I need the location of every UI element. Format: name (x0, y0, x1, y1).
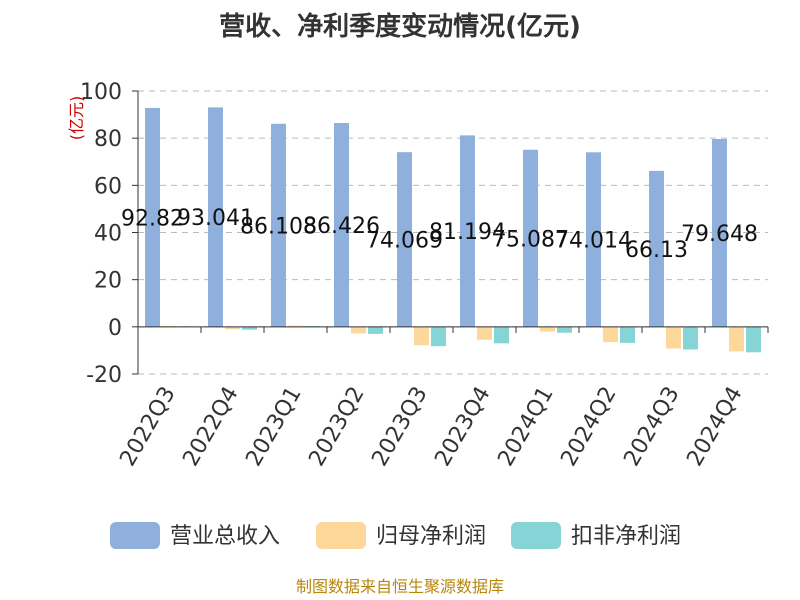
bar-3-2022Q4 (242, 326, 257, 330)
data-label: 93.041 (177, 206, 254, 231)
y-tick-label: 20 (94, 269, 122, 294)
y-tick-label: 40 (94, 222, 122, 247)
x-tick-label: 2023Q4 (430, 383, 495, 471)
data-label: 86.426 (303, 214, 380, 239)
bar-1-2023Q2 (334, 123, 349, 327)
legend-swatch (511, 522, 561, 549)
y-tick-label: 80 (94, 127, 122, 152)
y-tick-label: 100 (80, 80, 122, 105)
bar-1-2023Q3 (397, 152, 412, 327)
y-tick-label: 0 (108, 316, 122, 341)
data-label: 81.194 (429, 220, 506, 245)
bar-3-2024Q3 (683, 326, 698, 350)
bar-2-2023Q2 (351, 326, 366, 334)
legend: 营业总收入 归母净利润 扣非净利润 (110, 522, 681, 549)
bar-2-2023Q1 (288, 325, 303, 327)
legend-label: 扣非净利润 (571, 524, 681, 549)
bar-1-2024Q3 (649, 170, 664, 327)
bar-3-2023Q2 (368, 326, 383, 334)
legend-swatch (110, 522, 160, 549)
bar-1-2024Q1 (523, 149, 538, 327)
y-tick-label: -20 (86, 363, 122, 388)
bar-2-2024Q2 (603, 326, 618, 343)
bar-2-2023Q3 (414, 326, 429, 346)
legend-label: 归母净利润 (376, 524, 486, 549)
bar-3-2024Q4 (746, 326, 761, 353)
x-tick-label: 2024Q1 (493, 383, 558, 471)
bar-3-2023Q4 (494, 326, 509, 344)
y-axis-unit: (亿元) (67, 96, 86, 141)
bar-3-2023Q3 (431, 326, 446, 347)
bar-2-2023Q4 (477, 326, 492, 340)
bar-1-2022Q4 (208, 107, 223, 327)
data-label: 75.087 (492, 227, 569, 252)
bar-3-2024Q1 (557, 326, 572, 333)
bar-2-2022Q4 (225, 326, 240, 330)
chart-title: 营收、净利季度变动情况(亿元) (219, 11, 581, 42)
data-label: 86.108 (240, 214, 317, 239)
x-tick-label: 2024Q2 (556, 383, 621, 471)
bar-2-2024Q1 (540, 326, 555, 332)
x-tick-label: 2022Q3 (115, 383, 180, 471)
legend-swatch (316, 522, 366, 549)
y-tick-label: 60 (94, 174, 122, 199)
axes (132, 90, 769, 375)
data-label: 74.069 (366, 228, 443, 253)
y-axis-ticks: 100 80 60 40 20 0 -20 (80, 80, 122, 388)
bar-2-2024Q3 (666, 326, 681, 349)
bar-2-2024Q4 (729, 326, 744, 352)
bar-1-2022Q3 (145, 107, 160, 327)
bar-1-2024Q2 (586, 152, 601, 327)
bar-1-2023Q1 (271, 123, 286, 327)
bar-3-2024Q2 (620, 326, 635, 343)
x-tick-label: 2023Q1 (241, 383, 306, 471)
x-tick-label: 2023Q2 (304, 383, 369, 471)
data-label: 79.648 (681, 222, 758, 247)
x-tick-label: 2024Q4 (682, 383, 747, 471)
data-label: 92.82 (121, 206, 184, 231)
data-labels: 92.8293.04186.10886.42674.06981.19475.08… (121, 206, 758, 263)
x-tick-label: 2024Q3 (619, 383, 684, 471)
data-label: 74.014 (555, 229, 632, 254)
source-note: 制图数据来自恒生聚源数据库 (296, 577, 504, 596)
x-tick-label: 2022Q4 (178, 383, 243, 471)
data-label: 66.13 (625, 238, 688, 263)
bar-1-2023Q4 (460, 135, 475, 327)
bars (145, 107, 761, 353)
x-axis-ticks: 2022Q32022Q42023Q12023Q22023Q32023Q42024… (115, 383, 747, 471)
x-tick-label: 2023Q3 (367, 383, 432, 471)
bar-1-2024Q4 (712, 138, 727, 327)
legend-label: 营业总收入 (170, 524, 280, 549)
